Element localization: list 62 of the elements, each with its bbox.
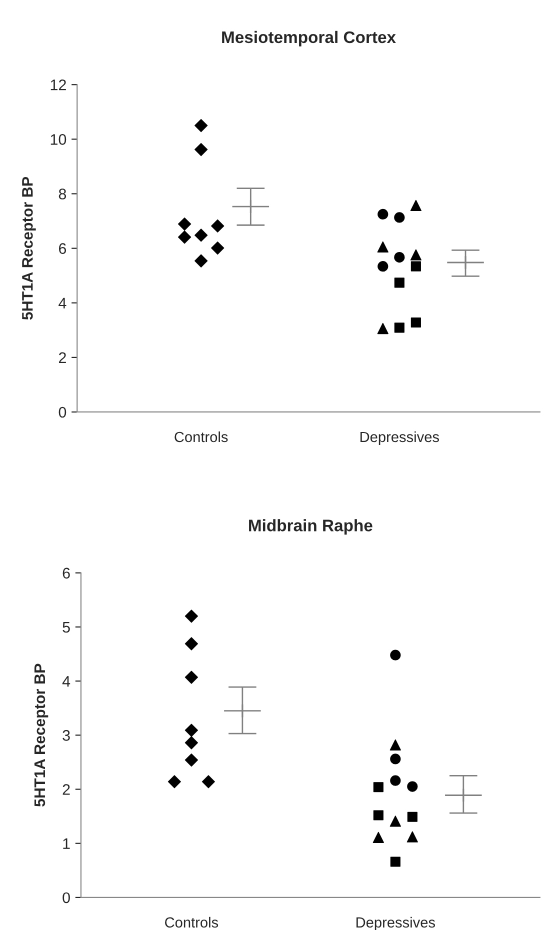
point: [406, 831, 418, 842]
y-tick-label: 4: [62, 676, 70, 687]
point: [410, 200, 422, 212]
point: [390, 739, 401, 750]
point: [377, 241, 388, 253]
y-tick-label: 4: [58, 298, 66, 308]
point: [377, 322, 388, 334]
y-tick-label: 1: [63, 838, 70, 849]
point: [390, 816, 401, 827]
point: [394, 322, 404, 333]
point: [378, 261, 388, 272]
point: [194, 228, 208, 242]
y-tick-label: 3: [62, 730, 70, 741]
point: [184, 753, 198, 767]
y-axis-title: 5HT1A Receptor BP: [22, 176, 36, 320]
point: [194, 254, 208, 268]
x-tick-label: Depressives: [360, 431, 439, 446]
point: [394, 252, 405, 263]
point: [178, 217, 192, 231]
chart-title: Mesiotemporal Cortex: [222, 30, 396, 46]
point: [168, 775, 182, 788]
y-tick-label: 10: [50, 134, 66, 145]
point: [211, 219, 224, 233]
x-tick-label: Controls: [174, 431, 228, 442]
y-axis-title: 5HT1A Receptor BP: [34, 664, 48, 807]
point: [373, 782, 384, 792]
y-tick-label: 0: [58, 406, 66, 418]
point: [194, 118, 208, 132]
point: [390, 650, 401, 660]
point: [407, 812, 418, 822]
point: [394, 278, 404, 288]
y-tick-label: 2: [58, 352, 66, 363]
point: [410, 317, 421, 328]
point: [202, 775, 216, 788]
point: [184, 610, 198, 623]
y-tick-label: 0: [62, 892, 70, 904]
y-tick-label: 8: [58, 188, 66, 200]
point: [410, 261, 421, 272]
x-tick-label: Controls: [165, 916, 218, 928]
y-tick-label: 2: [62, 784, 70, 795]
point: [390, 775, 401, 786]
point: [390, 856, 400, 867]
point: [373, 810, 384, 820]
point: [407, 781, 418, 792]
y-tick-label: 5: [62, 622, 70, 633]
point: [178, 230, 192, 244]
point: [184, 670, 198, 684]
point: [410, 249, 422, 260]
y-tick-label: 12: [50, 80, 66, 90]
point: [184, 637, 198, 650]
point: [211, 241, 224, 255]
chart-title: Midbrain Raphe: [249, 519, 372, 535]
y-tick-label: 6: [58, 243, 66, 254]
y-tick-label: 6: [62, 568, 70, 579]
point: [184, 724, 198, 737]
point: [194, 142, 208, 156]
point: [184, 736, 198, 750]
point: [378, 208, 388, 220]
point: [372, 832, 384, 843]
point: [394, 212, 405, 223]
x-tick-label: Depressives: [356, 916, 436, 930]
point: [390, 754, 401, 764]
